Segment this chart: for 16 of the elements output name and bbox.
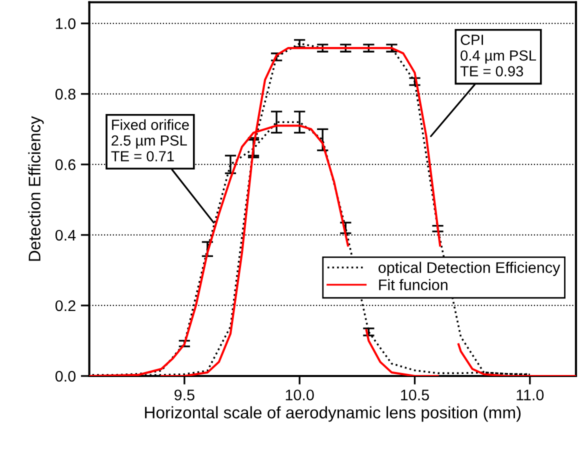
annotation: CPI 0.4 µm PSL TE = 0.93 (460, 34, 536, 76)
legend-label: optical Detection Efficiency (378, 262, 560, 276)
x-tick-label: 9.5 (174, 390, 194, 400)
annotation: Fixed orifice 2.5 µm PSL TE = 0.71 (111, 119, 189, 162)
y-tick-label: 0.2 (55, 300, 76, 312)
y-tick-label: 0.8 (55, 88, 76, 100)
y-tick-label: 0.0 (55, 370, 76, 382)
y-tick-label: 0.4 (55, 230, 76, 241)
y-axis-title: Detection Efficiency (28, 116, 44, 261)
x-tick-label: 10.5 (401, 390, 429, 400)
x-tick-label: 10.0 (286, 390, 314, 400)
x-axis-title: Horizontal scale of aerodynamic lens position (mm) (145, 406, 521, 422)
y-tick-label: 1.0 (56, 18, 76, 30)
y-tick-label: 0.6 (55, 159, 76, 170)
x-tick-label: 11.0 (516, 390, 544, 400)
legend-label: Fit funcion (379, 279, 448, 290)
